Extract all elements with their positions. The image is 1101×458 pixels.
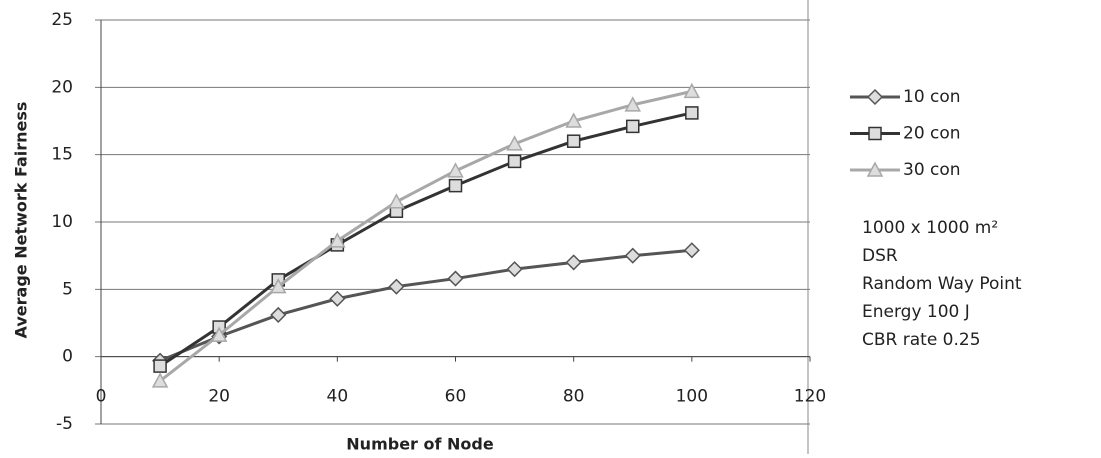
- point: [866, 161, 884, 177]
- point: [151, 372, 169, 388]
- x-tick-label: 20: [208, 387, 230, 407]
- point: [388, 193, 405, 209]
- x-tick-label: 80: [563, 387, 585, 407]
- point: [685, 106, 699, 120]
- legend-label: 30 con: [903, 160, 961, 180]
- y-tick-label: 20: [51, 77, 73, 97]
- point: [210, 326, 228, 342]
- point: [329, 290, 346, 307]
- point: [683, 82, 701, 99]
- point: [565, 254, 582, 271]
- point: [269, 278, 287, 294]
- point: [447, 162, 464, 178]
- series-line: [159, 111, 693, 368]
- y-tick-label: -5: [56, 414, 73, 434]
- y-axis-title: Average Network Fairness: [12, 102, 31, 339]
- point: [624, 96, 642, 112]
- point: [566, 134, 581, 148]
- point: [683, 242, 700, 259]
- y-tick-label: 10: [51, 212, 73, 232]
- point: [388, 278, 405, 295]
- x-tick-label: 100: [676, 387, 708, 407]
- point: [506, 135, 523, 151]
- point: [624, 247, 641, 264]
- point: [866, 88, 884, 106]
- legend-label: 20 con: [903, 124, 961, 144]
- x-tick-label: 120: [794, 387, 826, 407]
- annotation: Energy 100 J: [862, 302, 970, 322]
- point: [507, 154, 522, 169]
- x-tick-label: 40: [327, 387, 349, 407]
- series-line: [159, 248, 692, 363]
- point: [329, 232, 346, 248]
- point: [447, 270, 464, 287]
- point: [448, 178, 463, 193]
- x-tick-label: 60: [445, 387, 467, 407]
- point: [626, 119, 640, 134]
- x-axis-title: Number of Node: [346, 435, 494, 454]
- point: [506, 261, 523, 278]
- point: [565, 112, 582, 128]
- y-tick-label: 5: [62, 279, 73, 299]
- y-tick-label: 0: [62, 347, 73, 367]
- annotation: CBR rate 0.25: [862, 330, 981, 350]
- annotation: 1000 x 1000 m²: [862, 218, 998, 238]
- point: [153, 359, 167, 373]
- point: [270, 306, 287, 323]
- y-tick-label: 15: [51, 145, 73, 165]
- series-line: [159, 89, 693, 383]
- y-tick-label: 25: [51, 10, 73, 30]
- legend-label: 10 con: [903, 87, 961, 107]
- annotation: DSR: [862, 246, 898, 266]
- x-tick-label: 0: [96, 387, 107, 407]
- annotation: Random Way Point: [862, 274, 1022, 294]
- point: [868, 126, 882, 141]
